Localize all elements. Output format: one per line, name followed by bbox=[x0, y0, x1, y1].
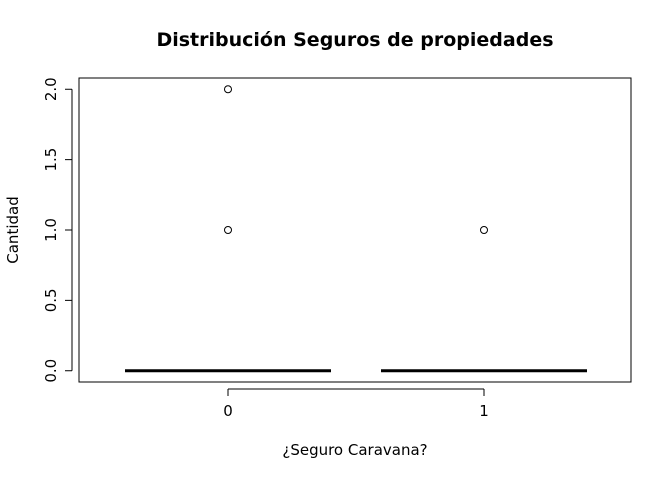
chart-title: Distribución Seguros de propiedades bbox=[156, 29, 553, 51]
outlier-point bbox=[480, 226, 488, 234]
outlier-point bbox=[224, 85, 232, 94]
y-tick-label: 2.0 bbox=[42, 77, 60, 101]
y-axis-label: Cantidad bbox=[4, 196, 22, 263]
y-tick-label: 1.5 bbox=[42, 148, 60, 172]
x-axis-label: ¿Seguro Caravana? bbox=[282, 441, 427, 459]
y-tick-label: 0.5 bbox=[42, 288, 60, 312]
plot-frame bbox=[78, 77, 632, 383]
y-tick-label: 1.0 bbox=[42, 218, 60, 242]
x-tick-label: 0 bbox=[223, 402, 233, 420]
boxplot-series bbox=[125, 85, 587, 373]
y-axis: 0.0 0.5 1.0 1.5 2.0 bbox=[42, 77, 73, 383]
outlier-point bbox=[224, 226, 232, 234]
y-tick-label: 0.0 bbox=[42, 359, 60, 383]
x-tick-label: 1 bbox=[479, 402, 489, 420]
